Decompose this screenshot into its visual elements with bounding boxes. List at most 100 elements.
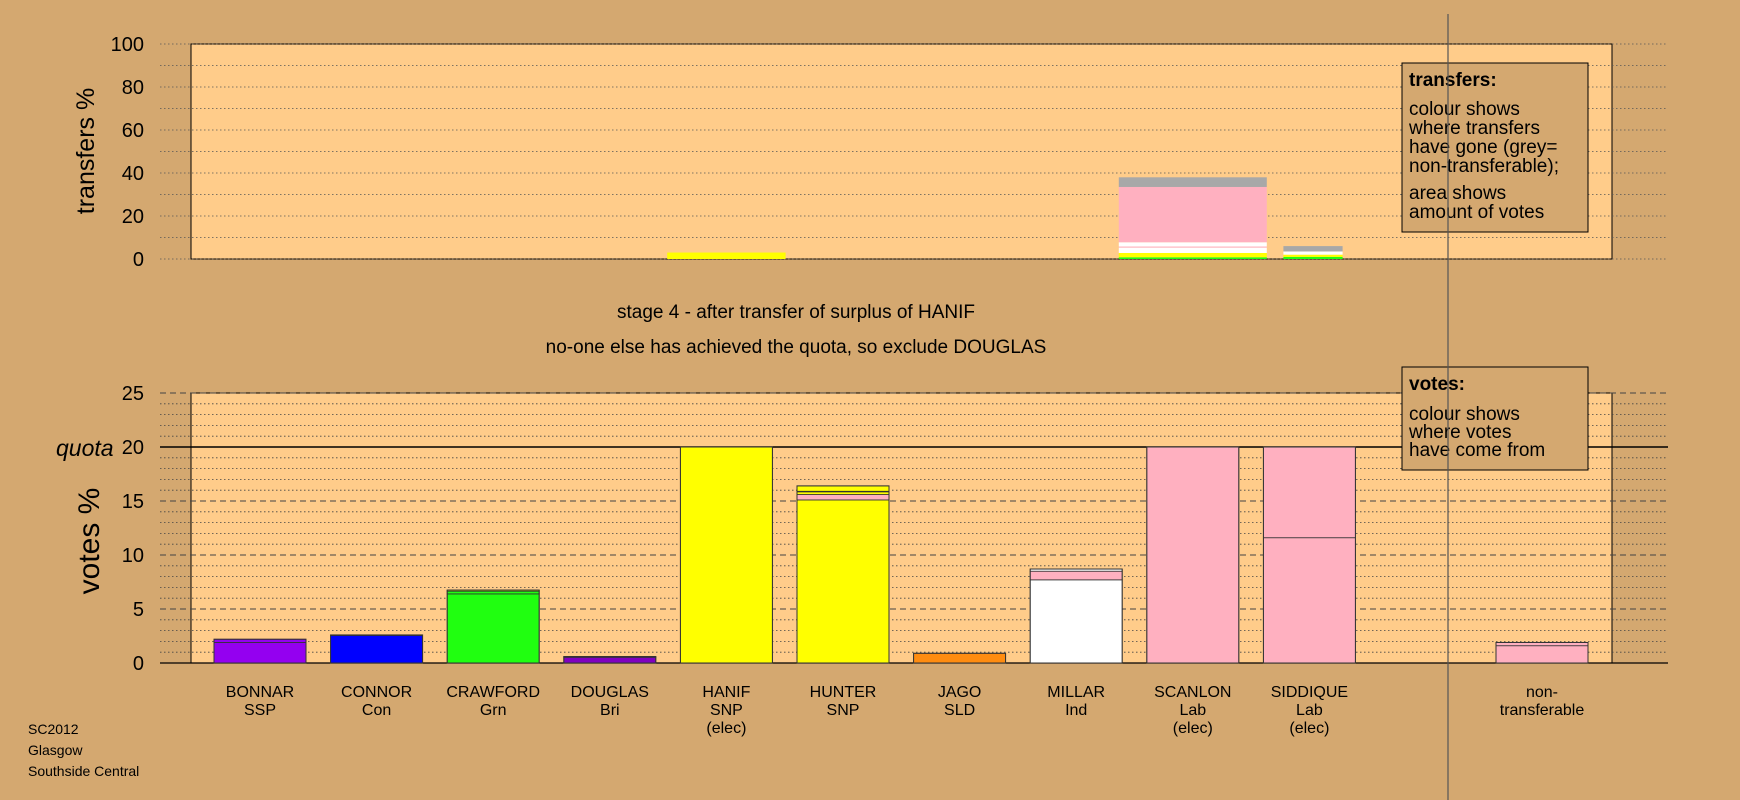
- votes-bars: [213, 446, 1589, 664]
- transfers-y-tick-label: 80: [122, 77, 144, 99]
- transfer-bar-segment: [1118, 177, 1267, 187]
- votes-legend-box: [1401, 366, 1589, 471]
- candidate-party-label: Ind: [1065, 702, 1087, 719]
- votes-bar-segment-outline: [213, 638, 307, 664]
- transfers-legend-line: amount of votes: [1409, 202, 1544, 223]
- transfer-bar-segment: [1283, 254, 1343, 257]
- votes-y-tick-label: 0: [133, 653, 144, 675]
- candidate-party-label: SSP: [244, 702, 276, 719]
- votes-bar-segment: [796, 499, 890, 664]
- votes-bar-segment: [1029, 579, 1123, 664]
- candidate-name-label: CRAWFORD: [446, 684, 540, 701]
- transfer-bar-segment: [1283, 256, 1343, 259]
- votes-legend-line: colour shows: [1409, 404, 1520, 425]
- votes-y-ticks: 0 5 10 15 20 25: [122, 383, 144, 675]
- votes-bar-segment: [446, 593, 540, 664]
- transfer-bar-segment: [1118, 257, 1267, 259]
- chart-title-line-1: stage 4 - after transfer of surplus of H…: [617, 302, 975, 323]
- votes-bar-segment-outline: [913, 652, 1007, 664]
- votes-bar-segment: [796, 485, 890, 492]
- votes-bar-segment-outline: [1146, 446, 1240, 664]
- candidate-party-label: SNP: [827, 702, 860, 719]
- candidate-name-label: HANIF: [702, 684, 750, 701]
- votes-legend-line: where votes: [1408, 422, 1511, 443]
- transfers-legend-line: non-transferable);: [1409, 156, 1559, 177]
- votes-y-tick-label: 15: [122, 491, 144, 513]
- votes-y-tick-label: 25: [122, 383, 144, 405]
- votes-legend: votes: colour shows where votes have com…: [1401, 366, 1589, 471]
- votes-y-axis-label: votes %: [73, 488, 106, 595]
- transfers-legend-title: transfers:: [1409, 70, 1497, 91]
- footer-line-ward: Southside Central: [28, 763, 139, 779]
- votes-bar-segment-outline: [1029, 568, 1123, 664]
- transfers-bars: [667, 177, 1343, 259]
- transfers-y-ticks: 0 20 40 60 80 100: [111, 34, 144, 271]
- candidate-name-label: DOUGLAS: [571, 684, 649, 701]
- transfer-bar-segment: [1118, 186, 1267, 243]
- votes-bar-segment: [1146, 446, 1240, 664]
- votes-bar-segment: [680, 446, 773, 664]
- candidate-name-label: JAGO: [938, 684, 982, 701]
- transfer-bar-segment: [1283, 246, 1343, 252]
- transfers-y-tick-label: 20: [122, 206, 144, 228]
- transfers-y-tick-label: 0: [133, 249, 144, 271]
- votes-bar-segment: [213, 642, 307, 664]
- candidate-name-label: CONNOR: [341, 684, 412, 701]
- votes-bar-segment: [330, 635, 424, 664]
- candidate-elected-label: (elec): [706, 720, 746, 737]
- votes-bar-segment-outline: [1262, 446, 1356, 664]
- transfers-y-tick-label: 60: [122, 120, 144, 142]
- votes-bar-segment: [796, 491, 890, 495]
- candidate-name-label: SCANLON: [1154, 684, 1231, 701]
- transfers-panel: 0 20 40 60 80 100 transfers % transfers: colo…: [72, 34, 1668, 271]
- votes-bar-segment: [1263, 446, 1356, 539]
- transfer-bar-segment: [1118, 247, 1267, 253]
- votes-bar-segment: [1263, 537, 1356, 664]
- votes-bar-segment: [563, 657, 657, 664]
- transfers-legend-line: area shows: [1409, 183, 1506, 204]
- nontransferable-label: transferable: [1500, 702, 1585, 719]
- candidate-party-label: Con: [362, 702, 391, 719]
- nontransferable-label: non-: [1526, 684, 1558, 701]
- transfers-y-tick-label: 40: [122, 163, 144, 185]
- transfers-legend-line: where transfers: [1408, 118, 1540, 139]
- votes-y-tick-label: 20: [122, 437, 144, 459]
- footer-line-election: SC2012: [28, 721, 79, 737]
- votes-bar-segment: [913, 652, 1006, 664]
- candidate-party-label: Lab: [1179, 702, 1206, 719]
- transfers-y-axis-label: transfers %: [72, 88, 100, 214]
- votes-bar-segment: [796, 494, 890, 501]
- transfer-bar-segment: [1118, 242, 1267, 247]
- transfers-legend-box: [1401, 62, 1589, 233]
- chart-title-line-2: no-one else has achieved the quota, so e…: [546, 337, 1047, 358]
- candidate-name-label: MILLAR: [1047, 684, 1105, 701]
- votes-legend-line: have come from: [1409, 440, 1545, 461]
- votes-bar-segment-outline: [446, 589, 540, 664]
- nontransferable-bar-segment-outline: [1495, 641, 1589, 664]
- votes-bar-segment: [1029, 570, 1123, 581]
- votes-bar-segment-outline: [330, 634, 424, 664]
- candidate-name-label: BONNAR: [226, 684, 294, 701]
- quota-label: quota: [56, 435, 114, 461]
- transfer-bar-segment: [1283, 251, 1343, 255]
- transfer-bar-segment: [1118, 246, 1267, 248]
- nontransferable-bar-segment: [1495, 645, 1589, 664]
- transfer-bar-segment: [667, 252, 786, 259]
- candidate-name-label: SIDDIQUE: [1271, 684, 1348, 701]
- transfers-legend-line: colour shows: [1409, 99, 1520, 120]
- votes-y-tick-label: 10: [122, 545, 144, 567]
- votes-bar-segment-outline: [679, 446, 773, 664]
- candidate-party-label: SLD: [944, 702, 975, 719]
- transfers-y-tick-label: 100: [111, 34, 144, 56]
- votes-bar-segment: [446, 590, 540, 595]
- transfer-bar-segment: [1118, 252, 1267, 258]
- transfers-legend: transfers: colour shows where transfers …: [1401, 62, 1589, 233]
- votes-plot-area: [190, 392, 1613, 664]
- candidate-party-label: Bri: [600, 702, 620, 719]
- votes-legend-title: votes:: [1409, 374, 1465, 395]
- votes-y-tick-label: 5: [133, 599, 144, 621]
- candidate-party-label: Lab: [1296, 702, 1323, 719]
